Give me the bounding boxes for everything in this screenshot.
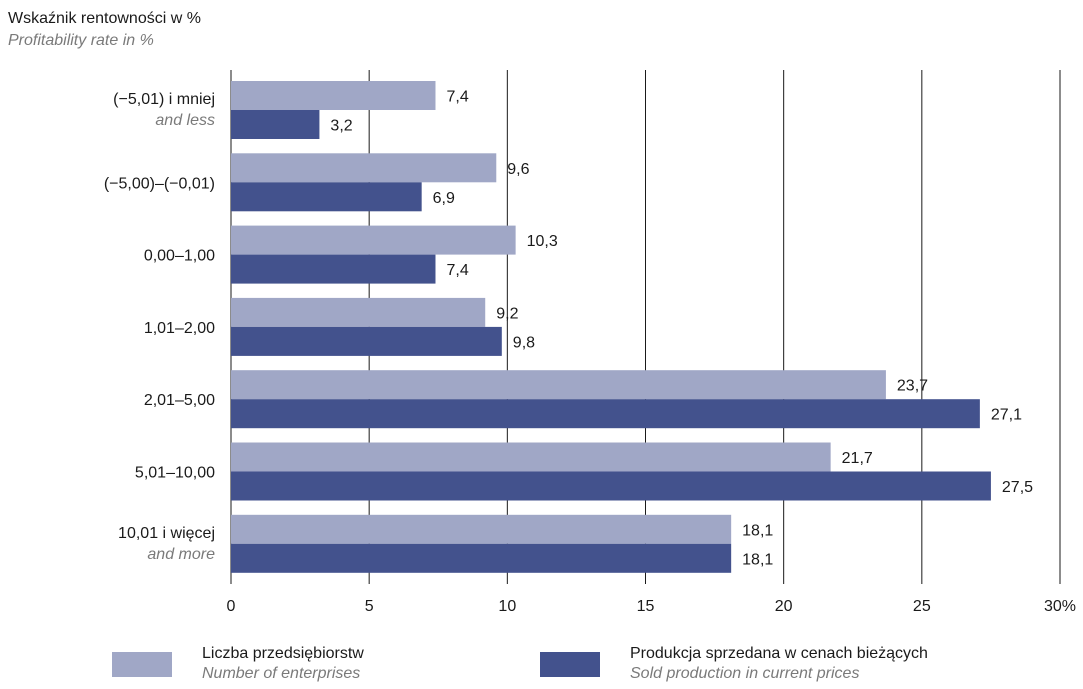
- bar-chart: 0 5 10 15 20 25 30% 7,4 3,2 (−5,01) i mniej and le…: [104, 70, 1076, 615]
- legend-label-production-en: Sold production in current prices: [630, 665, 860, 682]
- x-tick-label: 5: [365, 598, 374, 615]
- x-tick-label: 30%: [1044, 598, 1076, 615]
- x-tick-label: 20: [775, 598, 793, 615]
- bar: [231, 110, 320, 139]
- data-label: 10,3: [527, 233, 558, 250]
- x-tick-label: 25: [913, 598, 931, 615]
- data-label: 18,1: [742, 522, 773, 539]
- x-tick-label: 0: [227, 598, 236, 615]
- data-label: 6,9: [433, 190, 455, 207]
- bar: [231, 254, 436, 284]
- data-label: 21,7: [842, 450, 873, 467]
- category-label: 5,01–10,00: [135, 465, 215, 482]
- legend-label-enterprises-en: Number of enterprises: [202, 665, 361, 682]
- data-label: 18,1: [742, 551, 773, 568]
- legend-swatch-enterprises: [112, 652, 172, 677]
- category-label: (−5,01) i mniej: [113, 91, 215, 108]
- legend-label-production-pl: Produkcja sprzedana w cenach bieżących: [630, 645, 928, 662]
- data-label: 27,1: [991, 407, 1022, 424]
- category-label: 1,01–2,00: [144, 320, 215, 337]
- bar: [231, 81, 436, 110]
- data-label: 9,2: [496, 305, 518, 322]
- category-label: 2,01–5,00: [144, 392, 215, 409]
- category-sublabel: and less: [155, 112, 215, 129]
- bar: [231, 471, 991, 501]
- category-label: 10,01 i więcej: [118, 525, 215, 542]
- bar: [231, 326, 502, 356]
- bar: [231, 297, 486, 327]
- bar: [231, 153, 497, 183]
- data-label: 7,4: [446, 89, 468, 106]
- category-label: (−5,00)–(−0,01): [104, 175, 215, 192]
- data-label: 7,4: [446, 262, 468, 279]
- data-label: 3,2: [330, 118, 352, 135]
- category-sublabel: and more: [147, 546, 215, 563]
- axis-title-pl: Wskaźnik rentowności w %: [8, 10, 201, 27]
- data-label: 23,7: [897, 378, 928, 395]
- x-tick-label: 10: [498, 598, 516, 615]
- bar: [231, 543, 732, 573]
- legend-item-enterprises: Liczba przedsiębiorstw Number of enterpr…: [112, 644, 364, 684]
- bar: [231, 442, 831, 472]
- data-label: 9,8: [513, 334, 535, 351]
- data-label: 9,6: [507, 161, 529, 178]
- legend-item-production: Produkcja sprzedana w cenach bieżących S…: [540, 644, 928, 684]
- data-label: 27,5: [1002, 479, 1033, 496]
- bar: [231, 225, 516, 255]
- x-tick-label: 15: [637, 598, 655, 615]
- legend-label-enterprises-pl: Liczba przedsiębiorstw: [202, 645, 364, 662]
- bar: [231, 399, 980, 429]
- axis-title: Wskaźnik rentowności w % Profitability r…: [8, 8, 201, 52]
- bar: [231, 182, 422, 212]
- axis-title-en: Profitability rate in %: [8, 32, 154, 49]
- category-label: 0,00–1,00: [144, 248, 215, 265]
- bar: [231, 514, 732, 544]
- bar: [231, 370, 886, 400]
- legend-swatch-production: [540, 652, 600, 677]
